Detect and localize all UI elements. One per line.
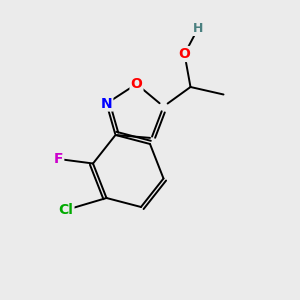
Text: Cl: Cl [58,203,74,217]
Text: F: F [54,152,63,166]
Text: O: O [178,47,190,61]
Text: O: O [130,77,142,91]
Text: N: N [101,97,112,110]
Text: H: H [193,22,203,35]
